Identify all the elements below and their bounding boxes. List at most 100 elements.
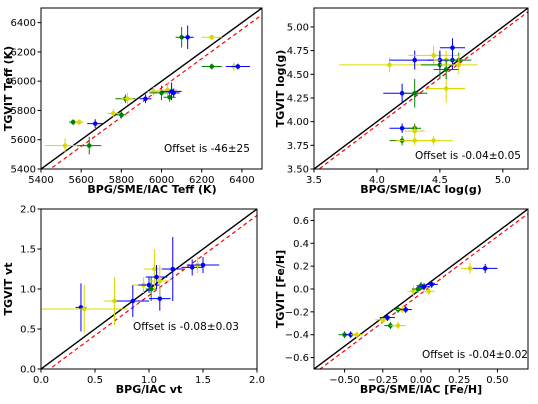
marker <box>209 34 215 40</box>
x-tick-label: 6200 <box>189 175 214 186</box>
x-tick-label: 1.0 <box>141 375 157 386</box>
marker <box>143 96 148 102</box>
offset-annotation: Offset is -0.08±0.03 <box>133 321 239 333</box>
data-point <box>121 92 134 105</box>
data-point <box>404 126 425 136</box>
data-point <box>425 281 438 288</box>
panel-3: 0.0 0.5 1.0 1.5 2.0 0.0 0.5 1.0 1.5 2.0 BPG/IAC vt… <box>2 205 265 397</box>
marker <box>92 121 98 126</box>
data-point <box>167 88 180 98</box>
x-axis-label: BPG/SME/IAC [Fe/H] <box>360 383 482 396</box>
x-tick-label: 2.0 <box>249 375 265 386</box>
marker <box>403 307 409 312</box>
marker <box>86 143 92 148</box>
data-point <box>201 34 222 41</box>
marker <box>385 315 390 320</box>
marker <box>456 62 462 68</box>
marker <box>431 138 436 143</box>
panel-1: 5400 5600 5800 6000 6200 6400 5400 5600 5800 6000… <box>2 7 263 196</box>
marker <box>154 274 159 280</box>
axes-frame <box>40 7 263 170</box>
y-tick-label: 3.75 <box>287 141 309 152</box>
marker <box>443 86 449 91</box>
y-tick-label: −0.2 <box>285 307 309 318</box>
data-point <box>439 55 478 75</box>
marker <box>482 266 488 271</box>
offset-line <box>48 214 257 369</box>
x-tick-label: 4.0 <box>369 175 385 186</box>
marker <box>431 53 436 58</box>
data-point <box>149 265 171 297</box>
marker <box>62 143 68 148</box>
y-tick-label: 4.75 <box>287 46 309 57</box>
data-point <box>107 108 120 118</box>
marker <box>443 67 449 72</box>
y-tick-label: 5.00 <box>287 22 309 33</box>
data-point <box>157 82 178 98</box>
marker <box>119 112 124 118</box>
marker <box>171 90 176 96</box>
y-tick-label: 6200 <box>11 47 36 58</box>
marker <box>411 288 416 294</box>
x-tick-label: 0.50 <box>486 375 508 386</box>
axes-frame <box>313 7 529 170</box>
plot-area <box>314 209 528 369</box>
marker <box>167 94 172 100</box>
marker <box>399 125 405 131</box>
y-tick-label: 0.6 <box>293 216 309 227</box>
y-tick-label: 6000 <box>11 77 36 88</box>
y-tick-label: 5600 <box>11 135 36 146</box>
data-point <box>161 237 184 301</box>
x-tick-label: 0.00 <box>410 375 432 386</box>
y-tick-label: 0.2 <box>293 262 309 273</box>
data-point <box>41 285 128 333</box>
one-to-one-line <box>314 8 528 169</box>
offset-annotation: Offset is -46±25 <box>164 143 250 155</box>
x-axis-label: BPG/SME/IAC log(g) <box>360 183 482 196</box>
plot-area <box>314 8 528 169</box>
data-point <box>181 25 194 49</box>
data-point <box>145 265 168 289</box>
x-tick-label: 5600 <box>68 175 93 186</box>
x-tick-label: 5800 <box>109 175 134 186</box>
data-point <box>414 135 453 146</box>
y-tick-label: 0.4 <box>293 239 309 250</box>
y-tick-label: 0.0 <box>293 285 309 296</box>
data-point <box>390 322 406 329</box>
offset-annotation: Offset is -0.04±0.05 <box>415 150 521 162</box>
marker <box>189 265 195 270</box>
data-point <box>433 60 459 80</box>
x-tick-label: 1.5 <box>195 375 211 386</box>
y-axis-label: TGVIT Teff (K) <box>2 46 15 131</box>
data-point <box>77 136 102 155</box>
marker <box>380 317 386 323</box>
data-point <box>407 285 420 297</box>
marker <box>157 278 163 284</box>
data-point <box>379 314 396 321</box>
offset-line <box>319 213 528 369</box>
offset-annotation: Offset is -0.04±0.02 <box>422 349 528 361</box>
marker <box>209 64 215 69</box>
offset-line <box>318 11 528 169</box>
marker <box>130 298 136 304</box>
x-tick-label: 5400 <box>28 175 53 186</box>
plot-area <box>41 8 262 169</box>
offset-line <box>49 14 262 169</box>
marker <box>185 34 190 40</box>
x-tick-label: 4.5 <box>432 175 448 186</box>
x-tick-label: 0.25 <box>448 375 470 386</box>
marker <box>157 296 163 301</box>
data-point <box>201 63 222 70</box>
y-tick-label: 4.25 <box>287 93 309 104</box>
data-point <box>417 283 431 291</box>
y-tick-label: 1.5 <box>20 245 36 256</box>
y-tick-label: 5800 <box>11 106 36 117</box>
marker <box>148 286 154 292</box>
y-tick-label: 0.5 <box>20 325 36 336</box>
data-point <box>75 119 84 126</box>
marker <box>426 288 431 294</box>
x-tick-label: −0.50 <box>329 375 360 386</box>
marker <box>412 90 418 96</box>
y-tick-label: −0.4 <box>285 330 309 341</box>
